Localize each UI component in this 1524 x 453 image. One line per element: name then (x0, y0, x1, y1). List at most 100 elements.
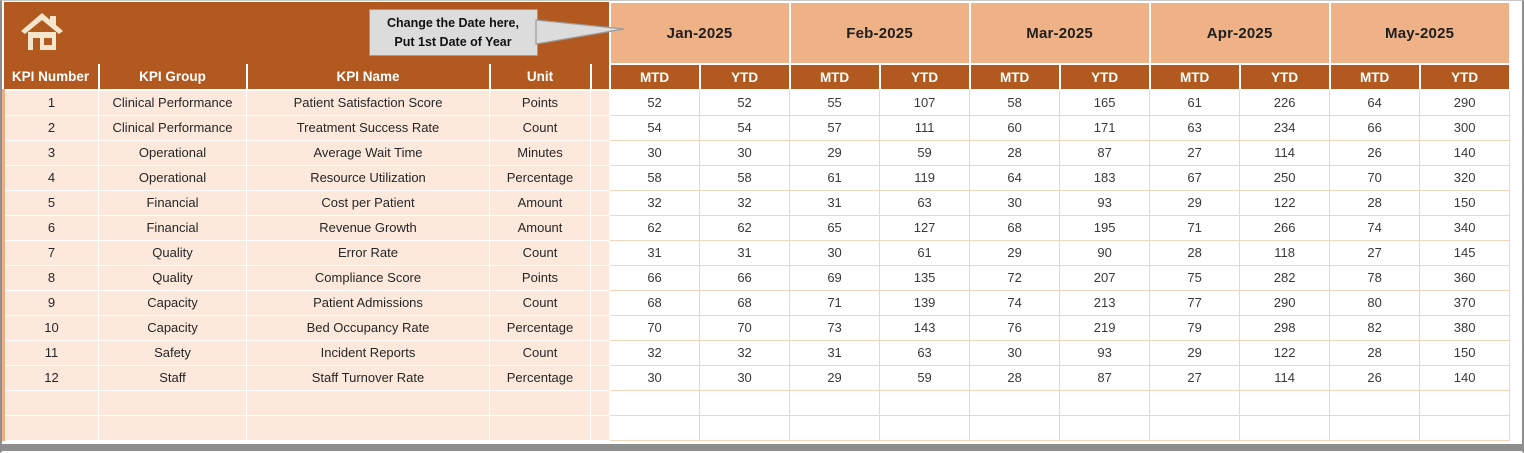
month-header[interactable]: May-2025 (1328, 1, 1511, 65)
spacer-cell[interactable] (590, 215, 611, 241)
mtd-value-cell[interactable]: 72 (969, 265, 1061, 291)
mtd-value-cell[interactable]: 74 (969, 290, 1061, 316)
ytd-value-cell[interactable]: 380 (1419, 315, 1511, 341)
mtd-value-cell[interactable]: 28 (969, 140, 1061, 166)
ytd-value-cell[interactable]: 298 (1239, 315, 1331, 341)
mtd-value-cell[interactable]: 27 (1149, 140, 1241, 166)
empty-value-cell[interactable] (1419, 415, 1511, 441)
mtd-value-cell[interactable]: 78 (1329, 265, 1421, 291)
mtd-value-cell[interactable]: 29 (969, 240, 1061, 266)
month-header[interactable]: Jan-2025 (608, 1, 791, 65)
ytd-value-cell[interactable]: 360 (1419, 265, 1511, 291)
kpi-number-cell[interactable]: 3 (2, 140, 99, 166)
kpi-group-cell[interactable]: Clinical Performance (98, 115, 247, 141)
ytd-value-cell[interactable]: 87 (1059, 140, 1151, 166)
kpi-name-cell[interactable]: Revenue Growth (246, 215, 490, 241)
ytd-value-cell[interactable]: 320 (1419, 165, 1511, 191)
ytd-value-cell[interactable]: 32 (699, 340, 791, 366)
mtd-value-cell[interactable]: 31 (789, 340, 881, 366)
mtd-value-cell[interactable]: 66 (1329, 115, 1421, 141)
kpi-group-cell[interactable]: Financial (98, 190, 247, 216)
unit-cell[interactable]: Amount (489, 190, 591, 216)
kpi-number-cell[interactable] (2, 390, 99, 416)
ytd-value-cell[interactable]: 139 (879, 290, 971, 316)
mtd-header[interactable]: MTD (609, 64, 701, 91)
unit-cell[interactable]: Count (489, 290, 591, 316)
mtd-value-cell[interactable]: 69 (789, 265, 881, 291)
ytd-value-cell[interactable]: 370 (1419, 290, 1511, 316)
mtd-value-cell[interactable]: 27 (1149, 365, 1241, 391)
unit-cell[interactable]: Points (489, 265, 591, 291)
kpi-number-cell[interactable]: 12 (2, 365, 99, 391)
mtd-value-cell[interactable]: 27 (1329, 240, 1421, 266)
empty-left-cell[interactable] (98, 390, 247, 416)
empty-left-cell[interactable] (590, 390, 611, 416)
spacer-cell[interactable] (590, 90, 611, 116)
ytd-value-cell[interactable]: 340 (1419, 215, 1511, 241)
ytd-value-cell[interactable]: 122 (1239, 340, 1331, 366)
ytd-header[interactable]: YTD (1239, 64, 1331, 91)
mtd-value-cell[interactable]: 30 (789, 240, 881, 266)
ytd-header[interactable]: YTD (699, 64, 791, 91)
mtd-value-cell[interactable]: 68 (969, 215, 1061, 241)
ytd-value-cell[interactable]: 150 (1419, 340, 1511, 366)
spacer-cell[interactable] (590, 365, 611, 391)
mtd-value-cell[interactable]: 61 (1149, 90, 1241, 116)
mtd-header[interactable]: MTD (1329, 64, 1421, 91)
mtd-value-cell[interactable]: 54 (609, 115, 701, 141)
mtd-value-cell[interactable]: 30 (969, 190, 1061, 216)
kpi-name-cell[interactable]: Bed Occupancy Rate (246, 315, 490, 341)
mtd-header[interactable]: MTD (789, 64, 881, 91)
spacer-cell[interactable] (590, 140, 611, 166)
mtd-header[interactable]: MTD (1149, 64, 1241, 91)
kpi-name-cell[interactable]: Error Rate (246, 240, 490, 266)
column-header[interactable]: KPI Name (246, 64, 491, 91)
ytd-value-cell[interactable]: 290 (1419, 90, 1511, 116)
empty-value-cell[interactable] (609, 390, 701, 416)
kpi-name-cell[interactable]: Compliance Score (246, 265, 490, 291)
mtd-value-cell[interactable]: 26 (1329, 365, 1421, 391)
home-icon[interactable] (20, 13, 63, 51)
ytd-value-cell[interactable]: 93 (1059, 190, 1151, 216)
mtd-value-cell[interactable]: 30 (609, 365, 701, 391)
ytd-value-cell[interactable]: 114 (1239, 365, 1331, 391)
kpi-name-cell[interactable]: Treatment Success Rate (246, 115, 490, 141)
unit-cell[interactable]: Count (489, 340, 591, 366)
ytd-value-cell[interactable]: 31 (699, 240, 791, 266)
unit-cell[interactable]: Count (489, 240, 591, 266)
ytd-value-cell[interactable]: 300 (1419, 115, 1511, 141)
ytd-value-cell[interactable]: 68 (699, 290, 791, 316)
unit-cell[interactable]: Minutes (489, 140, 591, 166)
kpi-number-cell[interactable]: 4 (2, 165, 99, 191)
mtd-header[interactable]: MTD (969, 64, 1061, 91)
kpi-number-cell[interactable]: 7 (2, 240, 99, 266)
kpi-name-cell[interactable]: Average Wait Time (246, 140, 490, 166)
mtd-value-cell[interactable]: 28 (1149, 240, 1241, 266)
kpi-number-cell[interactable] (2, 415, 99, 441)
ytd-value-cell[interactable]: 111 (879, 115, 971, 141)
empty-value-cell[interactable] (1149, 390, 1241, 416)
spacer-cell[interactable] (590, 240, 611, 266)
mtd-value-cell[interactable]: 82 (1329, 315, 1421, 341)
kpi-name-cell[interactable]: Incident Reports (246, 340, 490, 366)
kpi-group-cell[interactable]: Clinical Performance (98, 90, 247, 116)
mtd-value-cell[interactable]: 55 (789, 90, 881, 116)
mtd-value-cell[interactable]: 52 (609, 90, 701, 116)
ytd-value-cell[interactable]: 62 (699, 215, 791, 241)
ytd-value-cell[interactable]: 54 (699, 115, 791, 141)
ytd-value-cell[interactable]: 114 (1239, 140, 1331, 166)
ytd-value-cell[interactable]: 135 (879, 265, 971, 291)
ytd-value-cell[interactable]: 282 (1239, 265, 1331, 291)
ytd-value-cell[interactable]: 165 (1059, 90, 1151, 116)
empty-left-cell[interactable] (489, 415, 591, 441)
kpi-name-cell[interactable]: Cost per Patient (246, 190, 490, 216)
ytd-value-cell[interactable]: 250 (1239, 165, 1331, 191)
mtd-value-cell[interactable]: 28 (1329, 340, 1421, 366)
month-header[interactable]: Mar-2025 (968, 1, 1151, 65)
horizontal-scrollbar[interactable] (2, 444, 1522, 451)
empty-value-cell[interactable] (1149, 415, 1241, 441)
ytd-value-cell[interactable]: 70 (699, 315, 791, 341)
kpi-group-cell[interactable]: Quality (98, 265, 247, 291)
unit-cell[interactable]: Amount (489, 215, 591, 241)
mtd-value-cell[interactable]: 29 (1149, 340, 1241, 366)
